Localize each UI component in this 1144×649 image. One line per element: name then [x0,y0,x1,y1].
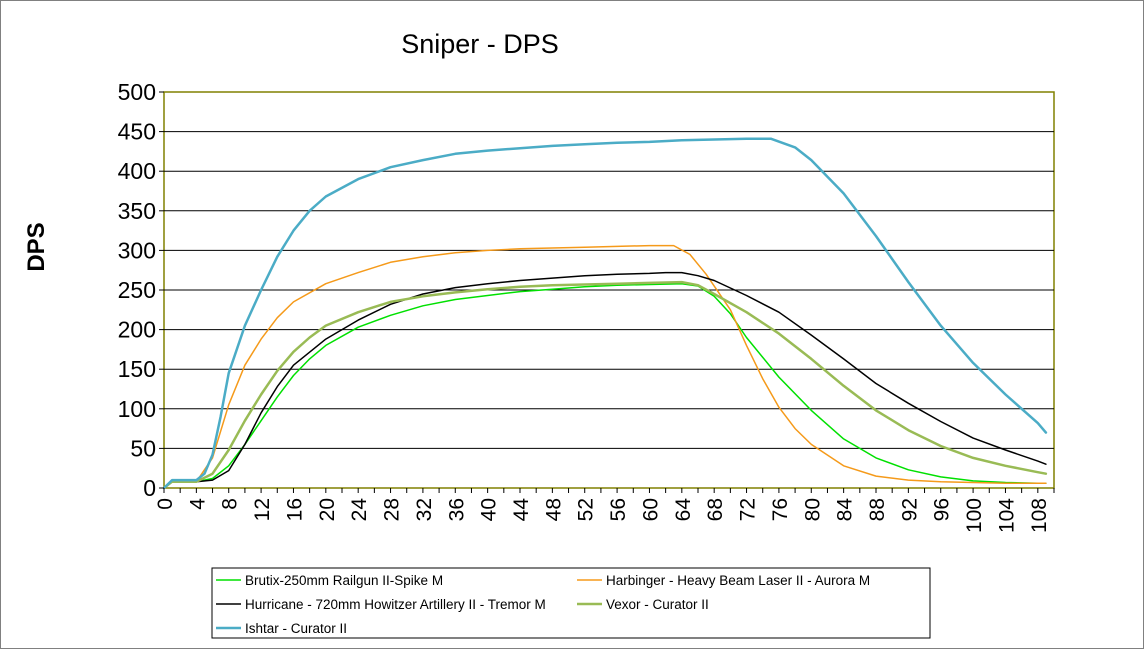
x-tick-label: 52 [575,498,598,521]
y-tick-label: 300 [118,237,156,263]
x-tick-label: 0 [154,498,177,510]
x-tick-label: 64 [672,498,695,522]
x-tick-label: 68 [704,498,727,521]
x-tick-label: 12 [251,498,274,521]
y-axis-label: DPS [23,222,50,271]
y-tick-label: 200 [118,317,156,343]
x-tick-label: 4 [186,498,209,510]
legend-label-4: Vexor - Curator II [606,597,709,612]
x-tick-label: 48 [542,498,565,521]
x-tick-label: 96 [931,498,954,521]
series-line-4 [162,280,1048,490]
x-tick-label: 80 [801,498,824,521]
series-line-3 [163,271,1047,489]
x-tick-label: 44 [510,498,533,522]
x-tick-label: 100 [963,498,986,533]
x-tick-label: 40 [478,498,501,521]
series-line-2 [163,244,1047,489]
x-tick-label: 56 [607,498,630,521]
x-tick-label: 28 [381,498,404,521]
x-tick-label: 60 [639,498,662,521]
y-tick-label: 500 [118,79,156,105]
legend-label-3: Hurricane - 720mm Howitzer Artillery II … [245,597,546,612]
x-tick-label: 16 [283,498,306,521]
y-tick-label: 450 [118,119,156,145]
y-tick-label: 350 [118,198,156,224]
y-tick-label: 0 [143,475,156,501]
x-tick-label: 36 [445,498,468,521]
x-tick-label: 104 [995,498,1018,533]
x-tick-label: 84 [834,498,857,522]
legend-label-1: Brutix-250mm Railgun II-Spike M [245,573,443,588]
y-tick-label: 150 [118,356,156,382]
y-tick-label: 100 [118,396,156,422]
legend-box [211,567,931,639]
y-tick-label: 400 [118,158,156,184]
y-tick-label: 250 [118,277,156,303]
legend-label-5: Ishtar - Curator II [245,621,347,636]
x-tick-label: 72 [737,498,760,521]
y-tick-label: 50 [130,435,156,461]
series-line-5 [162,137,1048,490]
x-tick-label: 20 [316,498,339,521]
x-tick-label: 24 [348,498,371,522]
x-tick-label: 88 [866,498,889,521]
x-tick-label: 32 [413,498,436,521]
x-tick-label: 108 [1028,498,1051,533]
chart-title: Sniper - DPS [401,29,559,59]
legend-label-2: Harbinger - Heavy Beam Laser II - Aurora… [606,573,870,588]
x-tick-label: 76 [769,498,792,521]
x-tick-label: 8 [219,498,242,510]
series-line-1 [163,282,1047,489]
x-tick-label: 92 [898,498,921,521]
